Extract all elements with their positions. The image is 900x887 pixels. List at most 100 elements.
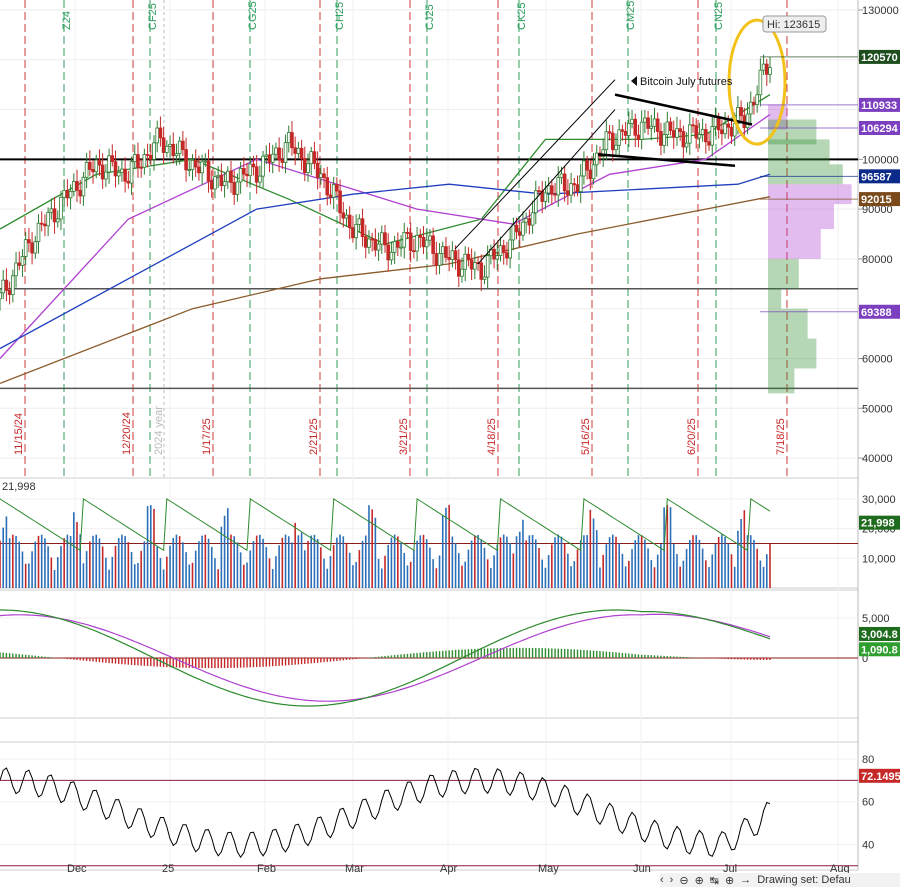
candle-body	[229, 170, 233, 183]
expiry-date-label: 4/18/25	[486, 418, 498, 455]
candle-body	[707, 141, 711, 146]
macd-value-label: 1,090.8	[861, 644, 898, 656]
price-tick-label: 50000	[862, 403, 893, 415]
candle-body	[627, 123, 631, 136]
expiry-date-label: 7/18/25	[775, 418, 787, 455]
candle-body	[617, 129, 622, 146]
candle-body	[267, 154, 272, 163]
candle-body	[155, 127, 160, 144]
candle-body	[309, 151, 314, 165]
price-box	[859, 97, 900, 112]
candle-body	[482, 276, 487, 280]
drawing-set-label[interactable]: Drawing set: Defau	[757, 874, 851, 886]
candle-body	[668, 121, 673, 131]
candle-body	[383, 232, 387, 246]
candle-body	[100, 164, 105, 180]
candle-body	[511, 224, 516, 241]
zoom-out-icon[interactable]: ⊖	[679, 874, 689, 887]
month-label: Jun	[633, 863, 651, 875]
candle-body	[460, 268, 464, 277]
candle-body	[633, 118, 638, 136]
candle-body	[533, 190, 538, 214]
highlight-ellipse	[727, 18, 787, 146]
candle-body	[206, 160, 211, 182]
candle-body	[251, 163, 256, 168]
scroll-left-icon[interactable]: ‹	[660, 874, 664, 886]
volume-current-label: 21,998	[861, 518, 895, 530]
candle-body	[341, 212, 346, 219]
candle-body	[566, 190, 570, 196]
candle-body	[550, 185, 554, 195]
candle-body	[216, 174, 220, 178]
candle-body	[17, 262, 22, 266]
candle-body	[258, 175, 262, 183]
candle-body	[492, 248, 496, 260]
price-box	[859, 120, 900, 135]
month-label: Apr	[440, 863, 457, 875]
volume-tick-label: 10,000	[862, 553, 896, 565]
price-tick-label: 80000	[862, 254, 893, 266]
candle-body	[405, 232, 410, 234]
arrow-icon[interactable]: →	[740, 874, 752, 886]
channel-upper-line	[454, 79, 616, 250]
crosshair-icon[interactable]: ⊕	[725, 874, 735, 887]
candle-body	[418, 234, 423, 238]
candle-body	[723, 123, 727, 135]
candle-body	[505, 252, 509, 259]
candle-body	[643, 117, 647, 123]
candle-body	[473, 262, 477, 270]
candle-body	[351, 227, 355, 239]
candle-body	[290, 132, 294, 149]
candle-body	[20, 256, 25, 266]
candle-body	[508, 239, 512, 259]
candle-body	[55, 218, 60, 223]
volume-profile-band	[768, 119, 817, 145]
candle-body	[344, 214, 349, 219]
candle-body	[225, 170, 230, 183]
candle-body	[91, 169, 95, 173]
contract-label: CM25	[625, 1, 637, 30]
bottom-toolbar: ‹ › ⊖ ⊕ ↹ ⊕ → Drawing set: Defau	[660, 873, 900, 887]
candle-body	[556, 177, 561, 196]
candle-body	[572, 183, 577, 186]
expiry-date-label: 1/17/25	[201, 418, 213, 455]
candle-body	[245, 173, 249, 177]
scroll-right-icon[interactable]: ›	[669, 874, 674, 886]
price-axis: 130000 100000 90000 80000 60000 50000 40000 Dec…	[67, 5, 900, 875]
candle-body	[479, 262, 484, 280]
candle-body	[142, 154, 147, 168]
candle-body	[248, 163, 253, 177]
zoom-in-icon[interactable]: ⊕	[694, 874, 704, 887]
period-lines: 11/15/24 12/20/24 1/17/25 2/21/25 3/21/25 4/1…	[13, 0, 788, 478]
candle-body	[116, 172, 121, 177]
price-box	[859, 192, 900, 207]
candle-body	[190, 159, 195, 170]
candle-body	[293, 147, 297, 154]
candle-body	[261, 155, 265, 177]
candle-body	[33, 241, 38, 254]
candle-body	[94, 159, 99, 173]
candle-body	[174, 153, 179, 157]
candle-body	[498, 245, 503, 257]
candle-body	[0, 292, 2, 300]
expiry-date-label: 12/20/24	[121, 412, 133, 455]
candle-body	[315, 162, 320, 178]
candle-body	[652, 118, 657, 127]
candle-body	[354, 223, 358, 239]
fit-icon[interactable]: ↹	[709, 874, 719, 887]
candle-body	[659, 131, 663, 146]
candle-body	[530, 212, 535, 226]
price-box-label: 96587	[861, 171, 892, 183]
candle-body	[296, 147, 301, 154]
candle-body	[678, 128, 682, 132]
month-label: May	[538, 863, 559, 875]
candle-body	[181, 140, 185, 150]
candle-body	[450, 250, 455, 260]
candle-body	[453, 250, 458, 261]
candle-body	[665, 121, 670, 135]
candle-body	[736, 107, 740, 125]
candle-body	[306, 163, 310, 173]
price-tick-label: 100000	[862, 154, 899, 166]
candle-body	[123, 168, 127, 182]
candle-body	[761, 63, 766, 71]
